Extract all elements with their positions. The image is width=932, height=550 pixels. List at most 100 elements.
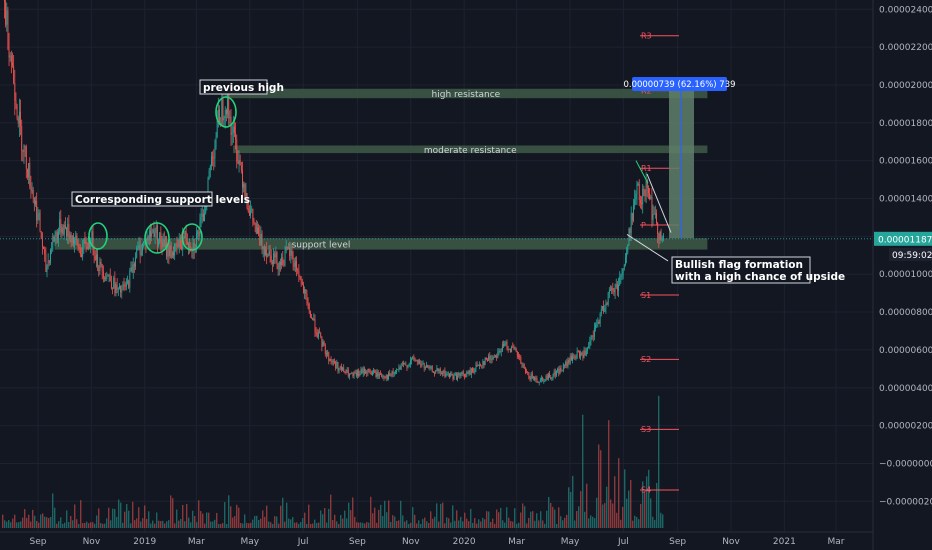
candle-body bbox=[136, 247, 138, 258]
volume-bar bbox=[202, 513, 204, 528]
volume-bar bbox=[480, 521, 482, 528]
candle-body bbox=[331, 360, 333, 363]
candle-body bbox=[490, 358, 492, 360]
candle-body bbox=[138, 245, 140, 247]
volume-bar bbox=[288, 518, 290, 528]
volume-bar bbox=[412, 507, 414, 528]
volume-bar bbox=[314, 519, 316, 528]
candle-body bbox=[518, 355, 519, 357]
candle-body bbox=[66, 228, 67, 237]
candle-body bbox=[176, 243, 178, 247]
volume-bar bbox=[220, 523, 222, 528]
volume-bar bbox=[428, 523, 430, 528]
candle-body bbox=[248, 211, 250, 216]
candle-body bbox=[633, 205, 634, 221]
candle-body bbox=[47, 260, 49, 267]
candle-body bbox=[251, 208, 253, 211]
candle-body bbox=[106, 275, 108, 279]
candle-body bbox=[334, 361, 335, 363]
volume-bar bbox=[30, 521, 32, 528]
candle-body bbox=[489, 356, 491, 360]
candle-body bbox=[306, 293, 308, 301]
volume-bar bbox=[430, 511, 432, 528]
candle-body bbox=[407, 365, 409, 368]
countdown-badge bbox=[889, 247, 932, 261]
candle-body bbox=[171, 252, 173, 258]
volume-bar bbox=[132, 501, 134, 528]
volume-bar bbox=[374, 507, 376, 528]
volume-bar bbox=[550, 502, 552, 528]
candle-body bbox=[31, 190, 33, 191]
candle-body bbox=[98, 265, 100, 272]
candle-body bbox=[276, 252, 278, 265]
volume-bar bbox=[662, 514, 664, 528]
candle-body bbox=[315, 331, 317, 333]
candle-body bbox=[77, 240, 79, 248]
volume-bar bbox=[590, 515, 592, 528]
candle-body bbox=[110, 281, 112, 288]
y-tick-label: −0.00000000 bbox=[879, 459, 932, 469]
candle-body bbox=[469, 370, 471, 375]
candle-body bbox=[512, 346, 514, 348]
candle-body bbox=[629, 228, 631, 234]
candle-body bbox=[216, 119, 218, 137]
volume-bar bbox=[644, 492, 646, 528]
volume-bar bbox=[194, 516, 196, 528]
volume-bar bbox=[296, 522, 298, 528]
candle-body bbox=[147, 236, 149, 241]
candle-body bbox=[243, 184, 245, 188]
candle-body bbox=[500, 351, 502, 353]
candle-body bbox=[292, 254, 294, 263]
candle-body bbox=[378, 373, 380, 377]
volume-bar bbox=[360, 522, 362, 528]
candle-body bbox=[231, 132, 233, 135]
candle-body bbox=[531, 373, 533, 379]
candle-body bbox=[179, 237, 181, 247]
candle-body bbox=[92, 231, 94, 251]
volume-bar bbox=[434, 516, 436, 528]
candle-body bbox=[15, 100, 17, 107]
candle-body bbox=[600, 308, 602, 314]
volume-bar bbox=[312, 523, 314, 528]
volume-bar bbox=[466, 518, 468, 528]
volume-bar bbox=[334, 514, 336, 528]
candle-body bbox=[222, 99, 224, 121]
candle-body bbox=[60, 219, 62, 233]
candle-body bbox=[247, 208, 249, 212]
volume-bar bbox=[610, 499, 612, 528]
candle-body bbox=[466, 372, 468, 378]
candle-body bbox=[454, 373, 456, 376]
volume-bar bbox=[44, 516, 46, 528]
volume-bar bbox=[540, 511, 542, 528]
candle-body bbox=[583, 350, 585, 358]
volume-bar bbox=[530, 511, 532, 528]
candle-body bbox=[388, 373, 389, 379]
volume-bar bbox=[32, 509, 34, 528]
candle-body bbox=[657, 222, 659, 234]
volume-bar bbox=[624, 469, 626, 528]
candle-body bbox=[8, 49, 10, 58]
volume-bar bbox=[404, 521, 406, 528]
volume-bar bbox=[210, 521, 212, 528]
candle-body bbox=[239, 159, 241, 166]
candle-body bbox=[265, 249, 266, 255]
volume-bar bbox=[50, 516, 52, 528]
candle-body bbox=[503, 344, 504, 347]
candle-body bbox=[552, 375, 554, 378]
volume-bar bbox=[4, 520, 6, 528]
volume-bar bbox=[332, 519, 334, 528]
candle-body bbox=[250, 210, 251, 216]
volume-bar bbox=[212, 521, 214, 528]
volume-bar bbox=[548, 496, 550, 528]
volume-bar bbox=[218, 523, 220, 528]
candle-body bbox=[267, 254, 269, 258]
candle-body bbox=[64, 224, 66, 229]
y-tick-label: 0.00002200 bbox=[879, 43, 932, 53]
volume-bar bbox=[630, 479, 632, 528]
candle-body bbox=[278, 261, 280, 270]
volume-bar bbox=[524, 506, 526, 528]
candle-body bbox=[537, 382, 539, 384]
flag-upper-line bbox=[646, 173, 672, 233]
